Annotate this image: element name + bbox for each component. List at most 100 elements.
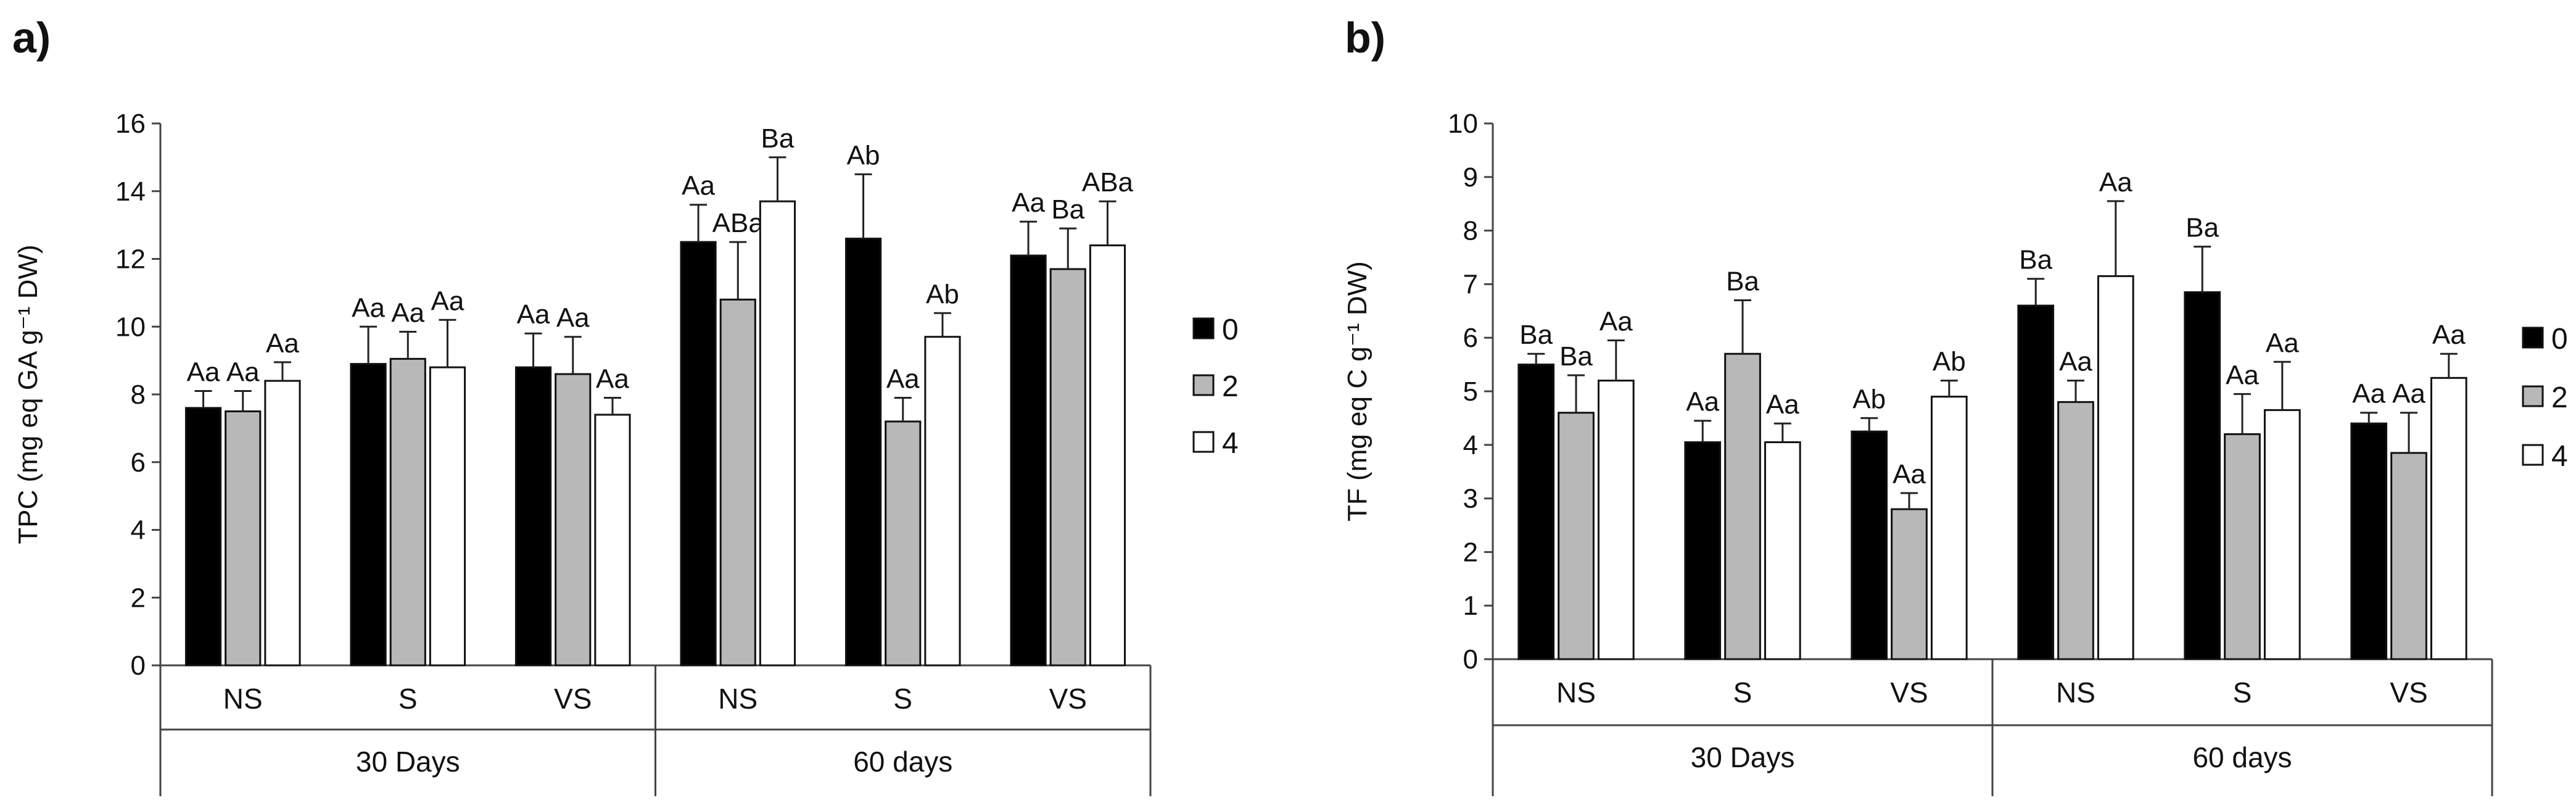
bar-series-4 <box>429 366 466 667</box>
significance-label: Ab <box>926 279 959 309</box>
panel-label: a) <box>12 14 51 62</box>
legend-label: 0 <box>2551 323 2568 356</box>
legend-label: 2 <box>2551 381 2568 414</box>
significance-label: Aa <box>187 357 220 388</box>
legend-swatch-4 <box>1192 431 1215 453</box>
y-tick-label: 4 <box>1463 430 1478 460</box>
significance-label: Aa <box>2226 360 2259 390</box>
bar-series-0 <box>514 366 552 667</box>
bar-series-0 <box>1517 364 1555 660</box>
y-tick-label: 6 <box>1463 323 1478 353</box>
panel-a-tpc-chart: a) TPC (mg eq GA g⁻¹ DW) 0 2 4 6 8 10 12 14 16 NS S V… <box>12 14 1239 796</box>
y-tick-label: 8 <box>131 380 146 410</box>
bar-series-2 <box>555 373 592 667</box>
category-label: S <box>2233 676 2252 709</box>
legend-swatch-2 <box>1192 374 1215 396</box>
significance-label: Aa <box>517 299 550 330</box>
significance-label: Aa <box>266 328 299 359</box>
significance-label: Aa <box>1600 307 1633 337</box>
category-label: NS <box>2056 676 2095 709</box>
significance-label: Aa <box>2352 379 2385 409</box>
group-label: 60 days <box>2192 741 2292 773</box>
legend-swatch-4 <box>2522 444 2544 466</box>
y-tick-label: 4 <box>131 515 146 546</box>
legend-label: 2 <box>1222 370 1239 403</box>
significance-label: Aa <box>2059 347 2092 377</box>
legend-swatch-0 <box>1192 317 1215 339</box>
y-tick-label: 5 <box>1463 377 1478 407</box>
bar-series-2 <box>1891 508 1928 660</box>
group-label: 30 Days <box>356 746 460 778</box>
significance-label: Ba <box>1051 194 1084 225</box>
significance-label: Aa <box>682 171 715 201</box>
bar-series-4 <box>1089 244 1126 667</box>
bar-series-2 <box>1049 268 1086 667</box>
y-axis-title: TPC (mg eq GA g⁻¹ DW) <box>13 244 43 544</box>
bar-series-0 <box>2017 304 2055 660</box>
group-label: 60 days <box>853 746 952 778</box>
legend-label: 4 <box>2551 440 2568 473</box>
significance-label: Ba <box>1726 266 1759 296</box>
significance-label: Ba <box>1559 341 1593 372</box>
y-tick-label: 2 <box>1463 537 1478 567</box>
significance-label: Aa <box>1893 459 1926 489</box>
category-label: VS <box>2390 676 2427 709</box>
legend-swatch-0 <box>2522 327 2544 349</box>
significance-label: Aa <box>226 357 260 388</box>
bar-series-2 <box>719 298 756 667</box>
bar-series-2 <box>2390 452 2427 660</box>
significance-label: Aa <box>1686 387 1719 417</box>
significance-label: Ab <box>1933 347 1966 377</box>
bar-series-2 <box>1724 352 1761 660</box>
y-tick-label: 2 <box>131 583 146 613</box>
significance-label: Ba <box>761 123 795 154</box>
y-tick-label: 12 <box>115 244 146 275</box>
bar-series-4 <box>924 336 961 667</box>
y-axis-title: TF (mg eq C g⁻¹ DW) <box>1342 261 1373 522</box>
bar-series-4 <box>1764 441 1801 660</box>
bar-series-2 <box>389 357 426 667</box>
y-tick-label: 8 <box>1463 216 1478 246</box>
bar-series-0 <box>844 238 882 667</box>
y-tick-label: 7 <box>1463 269 1478 299</box>
y-tick-label: 16 <box>115 109 146 139</box>
legend-label: 4 <box>1222 427 1239 460</box>
bar-series-0 <box>1684 441 1722 660</box>
significance-label: Aa <box>2392 379 2425 409</box>
y-tick-label: 10 <box>1448 109 1478 139</box>
bar-series-4 <box>594 414 631 667</box>
panel-label: b) <box>1345 14 1385 62</box>
significance-label: Aa <box>886 364 920 394</box>
bar-series-0 <box>2184 291 2221 660</box>
y-tick-label: 9 <box>1463 162 1478 193</box>
bar-series-4 <box>1597 380 1635 660</box>
bar-series-4 <box>2263 409 2301 660</box>
bar-series-2 <box>1558 412 1595 660</box>
bar-series-2 <box>2057 401 2094 660</box>
bar-series-2 <box>885 420 922 667</box>
bar-series-0 <box>680 241 717 667</box>
bar-series-0 <box>1851 430 1888 660</box>
significance-label: Aa <box>1766 389 1799 420</box>
significance-label: Ab <box>1852 384 1886 414</box>
category-label: VS <box>1890 676 1928 709</box>
category-label: NS <box>718 683 758 715</box>
significance-label: Aa <box>391 297 424 328</box>
significance-label: Aa <box>2432 320 2466 350</box>
category-label: S <box>398 683 418 715</box>
y-tick-label: 14 <box>115 177 146 207</box>
significance-label: Aa <box>2099 167 2132 198</box>
bar-series-2 <box>225 410 262 667</box>
category-label: VS <box>1049 683 1087 715</box>
bar-series-4 <box>759 200 796 667</box>
legend-swatch-2 <box>2522 385 2544 407</box>
group-label: 30 Days <box>1691 741 1795 773</box>
bar-series-0 <box>2350 422 2388 660</box>
bar-series-0 <box>1010 254 1047 667</box>
significance-label: Aa <box>2266 328 2299 358</box>
bar-series-0 <box>184 407 222 667</box>
bar-series-2 <box>2224 433 2261 660</box>
category-label: NS <box>1556 676 1596 709</box>
bar-series-4 <box>1930 396 1968 660</box>
